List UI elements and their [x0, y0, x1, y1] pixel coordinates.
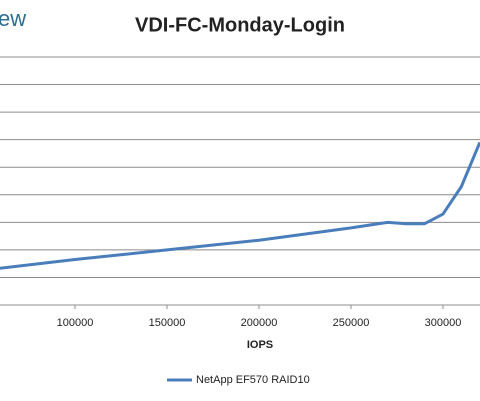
x-axis-label: IOPS [247, 339, 273, 351]
x-tick-label: 100000 [57, 317, 94, 329]
chart-title: VDI-FC-Monday-Login [135, 14, 345, 36]
series-line [0, 141, 480, 270]
legend-label: NetApp EF570 RAID10 [196, 374, 310, 386]
logo: ew [0, 6, 26, 31]
x-tick-label: 150000 [149, 317, 186, 329]
x-tick-label: 250000 [333, 317, 370, 329]
x-tick-label: 200000 [241, 317, 278, 329]
x-tick-label: 300000 [425, 317, 462, 329]
